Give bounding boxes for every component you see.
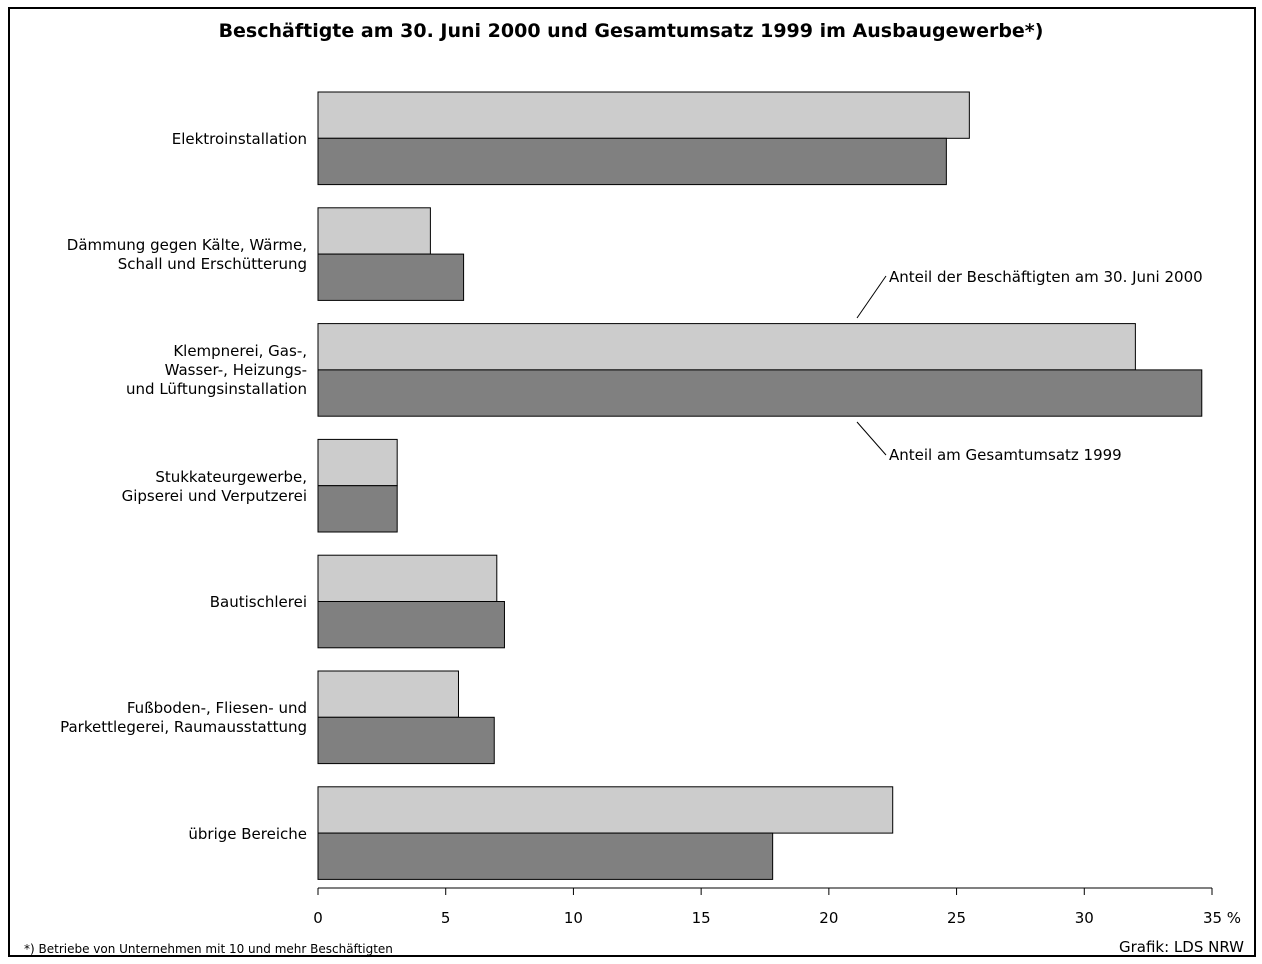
category-label-line: übrige Bereiche: [188, 824, 307, 843]
footnote: *) Betriebe von Unternehmen mit 10 und m…: [24, 942, 393, 956]
category-label-line: und Lüftungsinstallation: [126, 380, 307, 399]
category-label-line: Gipserei und Verputzerei: [121, 486, 307, 505]
category-label-line: Klempnerei, Gas-,: [173, 342, 307, 361]
x-tick-label-0: 0: [313, 909, 323, 927]
category-label-0: Elektroinstallation: [172, 130, 307, 149]
chart-title: Beschäftigte am 30. Juni 2000 und Gesamt…: [218, 20, 1044, 42]
bar-employees-0: [317, 91, 970, 139]
bar-employees-3: [317, 438, 398, 487]
bar-revenue-0: [317, 137, 947, 186]
bar-revenue-4: [317, 601, 505, 649]
bar-employees-1: [317, 207, 431, 255]
bar-revenue-3: [317, 485, 398, 533]
x-tick-label-20: 20: [819, 909, 839, 927]
annotation-leader-employees: [856, 275, 887, 319]
category-label-3: Stukkateurgewerbe, Gipserei und Verputzer…: [122, 468, 307, 506]
series-annotation-employees: Anteil der Beschäftigten am 30. Juni 200…: [889, 268, 1203, 286]
category-label-5: Fußboden-, Fliesen- und Parkettlegerei, R…: [60, 699, 307, 737]
x-tick-label-30: 30: [1074, 909, 1094, 927]
bar-revenue-5: [317, 716, 495, 765]
category-label-line: Stukkateurgewerbe,: [155, 467, 307, 486]
category-label-line: Elektroinstallation: [171, 129, 307, 148]
bar-employees-4: [317, 554, 498, 603]
annotation-leader-revenue: [856, 421, 887, 456]
x-tick-label-35: 35 %: [1202, 909, 1242, 927]
x-tick-label-15: 15: [691, 909, 711, 927]
bar-employees-2: [317, 323, 1136, 371]
credit: Grafik: LDS NRW: [1118, 938, 1244, 956]
bar-revenue-2: [317, 369, 1203, 417]
x-tick-label-5: 5: [440, 909, 451, 927]
bar-revenue-6: [317, 832, 774, 880]
series-annotation-revenue: Anteil am Gesamtumsatz 1999: [889, 446, 1122, 464]
bar-employees-6: [317, 786, 894, 834]
category-label-line: Fußboden-, Fliesen- und: [126, 699, 307, 718]
bar-revenue-1: [317, 253, 465, 301]
category-label-line: Parkettlegerei, Raumausstattung: [60, 718, 307, 737]
category-label-4: Bautischlerei: [210, 593, 307, 612]
category-label-line: Bautischlerei: [209, 593, 307, 611]
x-tick-label-10: 10: [563, 909, 583, 927]
category-label-line: Schall und Erschütterung: [117, 255, 307, 274]
category-label-2: Klempnerei, Gas-, Wasser-, Heizungs-und L…: [126, 342, 307, 399]
x-tick-label-25: 25: [947, 909, 967, 927]
category-label-6: übrige Bereiche: [188, 825, 307, 844]
category-label-line: Wasser-, Heizungs-: [164, 361, 307, 380]
category-label-1: Dämmung gegen Kälte, Wärme, Schall und Er…: [67, 236, 307, 274]
category-label-line: Dämmung gegen Kälte, Wärme,: [66, 236, 307, 255]
bar-employees-5: [317, 670, 459, 718]
